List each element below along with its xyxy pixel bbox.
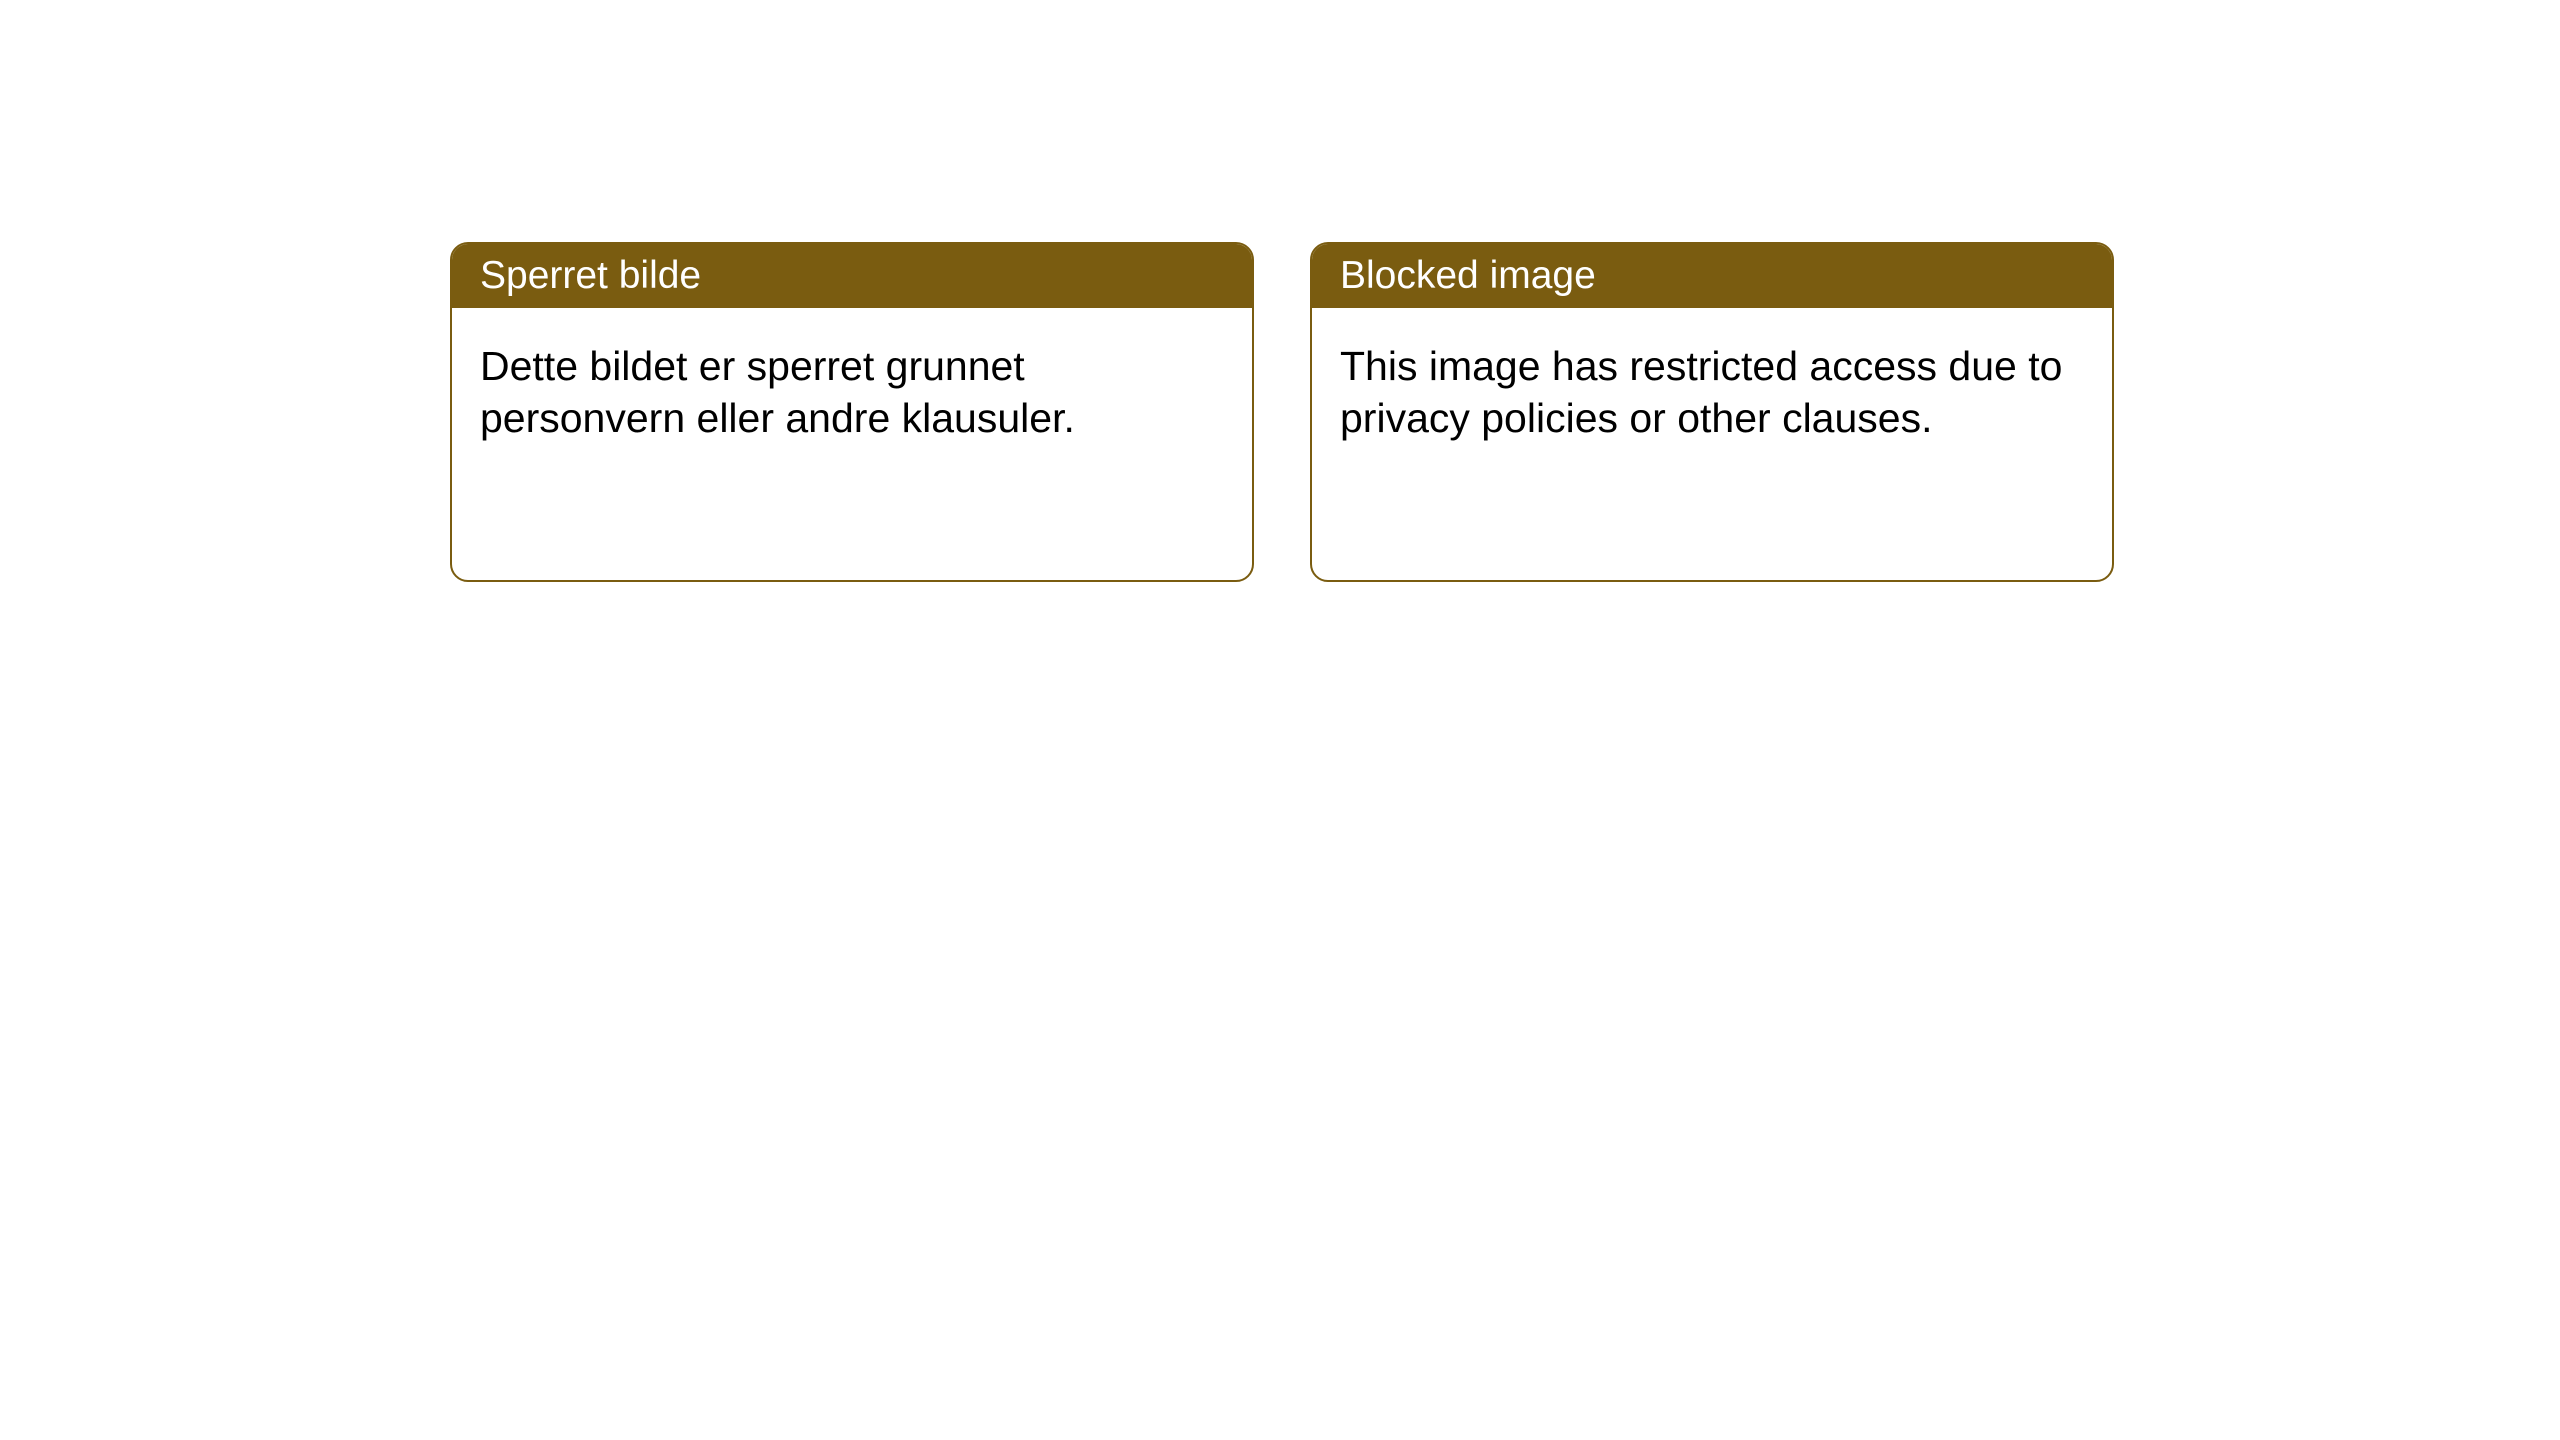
- notice-card-norwegian: Sperret bilde Dette bildet er sperret gr…: [450, 242, 1254, 582]
- card-header: Sperret bilde: [452, 244, 1252, 308]
- card-header: Blocked image: [1312, 244, 2112, 308]
- card-body: Dette bildet er sperret grunnet personve…: [452, 308, 1252, 580]
- card-body: This image has restricted access due to …: [1312, 308, 2112, 580]
- notice-cards-container: Sperret bilde Dette bildet er sperret gr…: [450, 242, 2114, 582]
- card-text: This image has restricted access due to …: [1340, 340, 2084, 445]
- card-title: Sperret bilde: [480, 254, 701, 297]
- notice-card-english: Blocked image This image has restricted …: [1310, 242, 2114, 582]
- card-title: Blocked image: [1340, 254, 1596, 297]
- card-text: Dette bildet er sperret grunnet personve…: [480, 340, 1224, 445]
